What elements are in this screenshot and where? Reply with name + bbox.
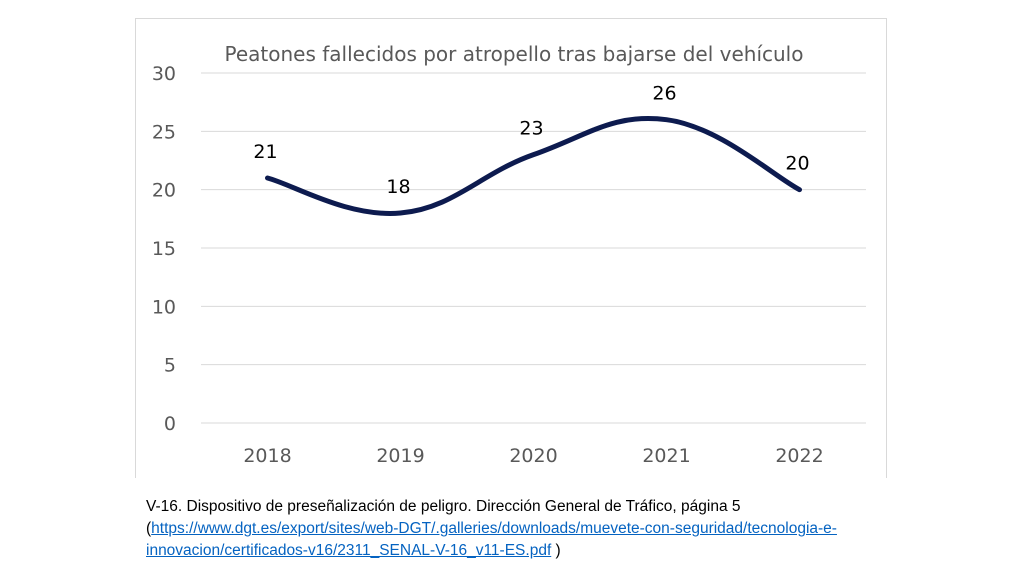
chart-title: Peatones fallecidos por atropello tras b… [225, 42, 804, 66]
data-label: 26 [652, 83, 676, 105]
data-label: 18 [386, 176, 410, 198]
data-label: 20 [785, 153, 809, 175]
caption-text: V-16. Dispositivo de preseñalización de … [146, 498, 741, 537]
data-labels: 21 18 23 26 20 [253, 83, 809, 198]
y-tick-label: 20 [152, 180, 176, 202]
x-tick-label: 2019 [376, 445, 424, 467]
x-tick-label: 2020 [509, 445, 557, 467]
x-tick-label: 2021 [642, 445, 690, 467]
y-tick-label: 0 [164, 413, 176, 435]
y-axis-ticks: 0 5 10 15 20 25 30 [152, 63, 176, 435]
chart-frame: Peatones fallecidos por atropello tras b… [135, 18, 887, 478]
gridlines [201, 72, 866, 424]
y-tick-label: 15 [152, 238, 176, 260]
y-tick-label: 30 [152, 63, 176, 85]
series [265, 115, 802, 216]
line-chart: Peatones fallecidos por atropello tras b… [152, 42, 866, 467]
caption-closing: ) [551, 542, 561, 559]
x-tick-label: 2018 [243, 445, 291, 467]
x-axis-ticks: 2018 2019 2020 2021 2022 [243, 445, 823, 467]
y-tick-label: 5 [164, 355, 176, 377]
data-label: 23 [519, 118, 543, 140]
data-label: 21 [253, 141, 277, 163]
source-caption: V-16. Dispositivo de preseñalización de … [146, 496, 886, 562]
series-line [265, 115, 802, 216]
source-link[interactable]: https://www.dgt.es/export/sites/web-DGT/… [146, 520, 837, 559]
y-tick-label: 10 [152, 296, 176, 318]
x-tick-label: 2022 [775, 445, 823, 467]
y-tick-label: 25 [152, 121, 176, 143]
